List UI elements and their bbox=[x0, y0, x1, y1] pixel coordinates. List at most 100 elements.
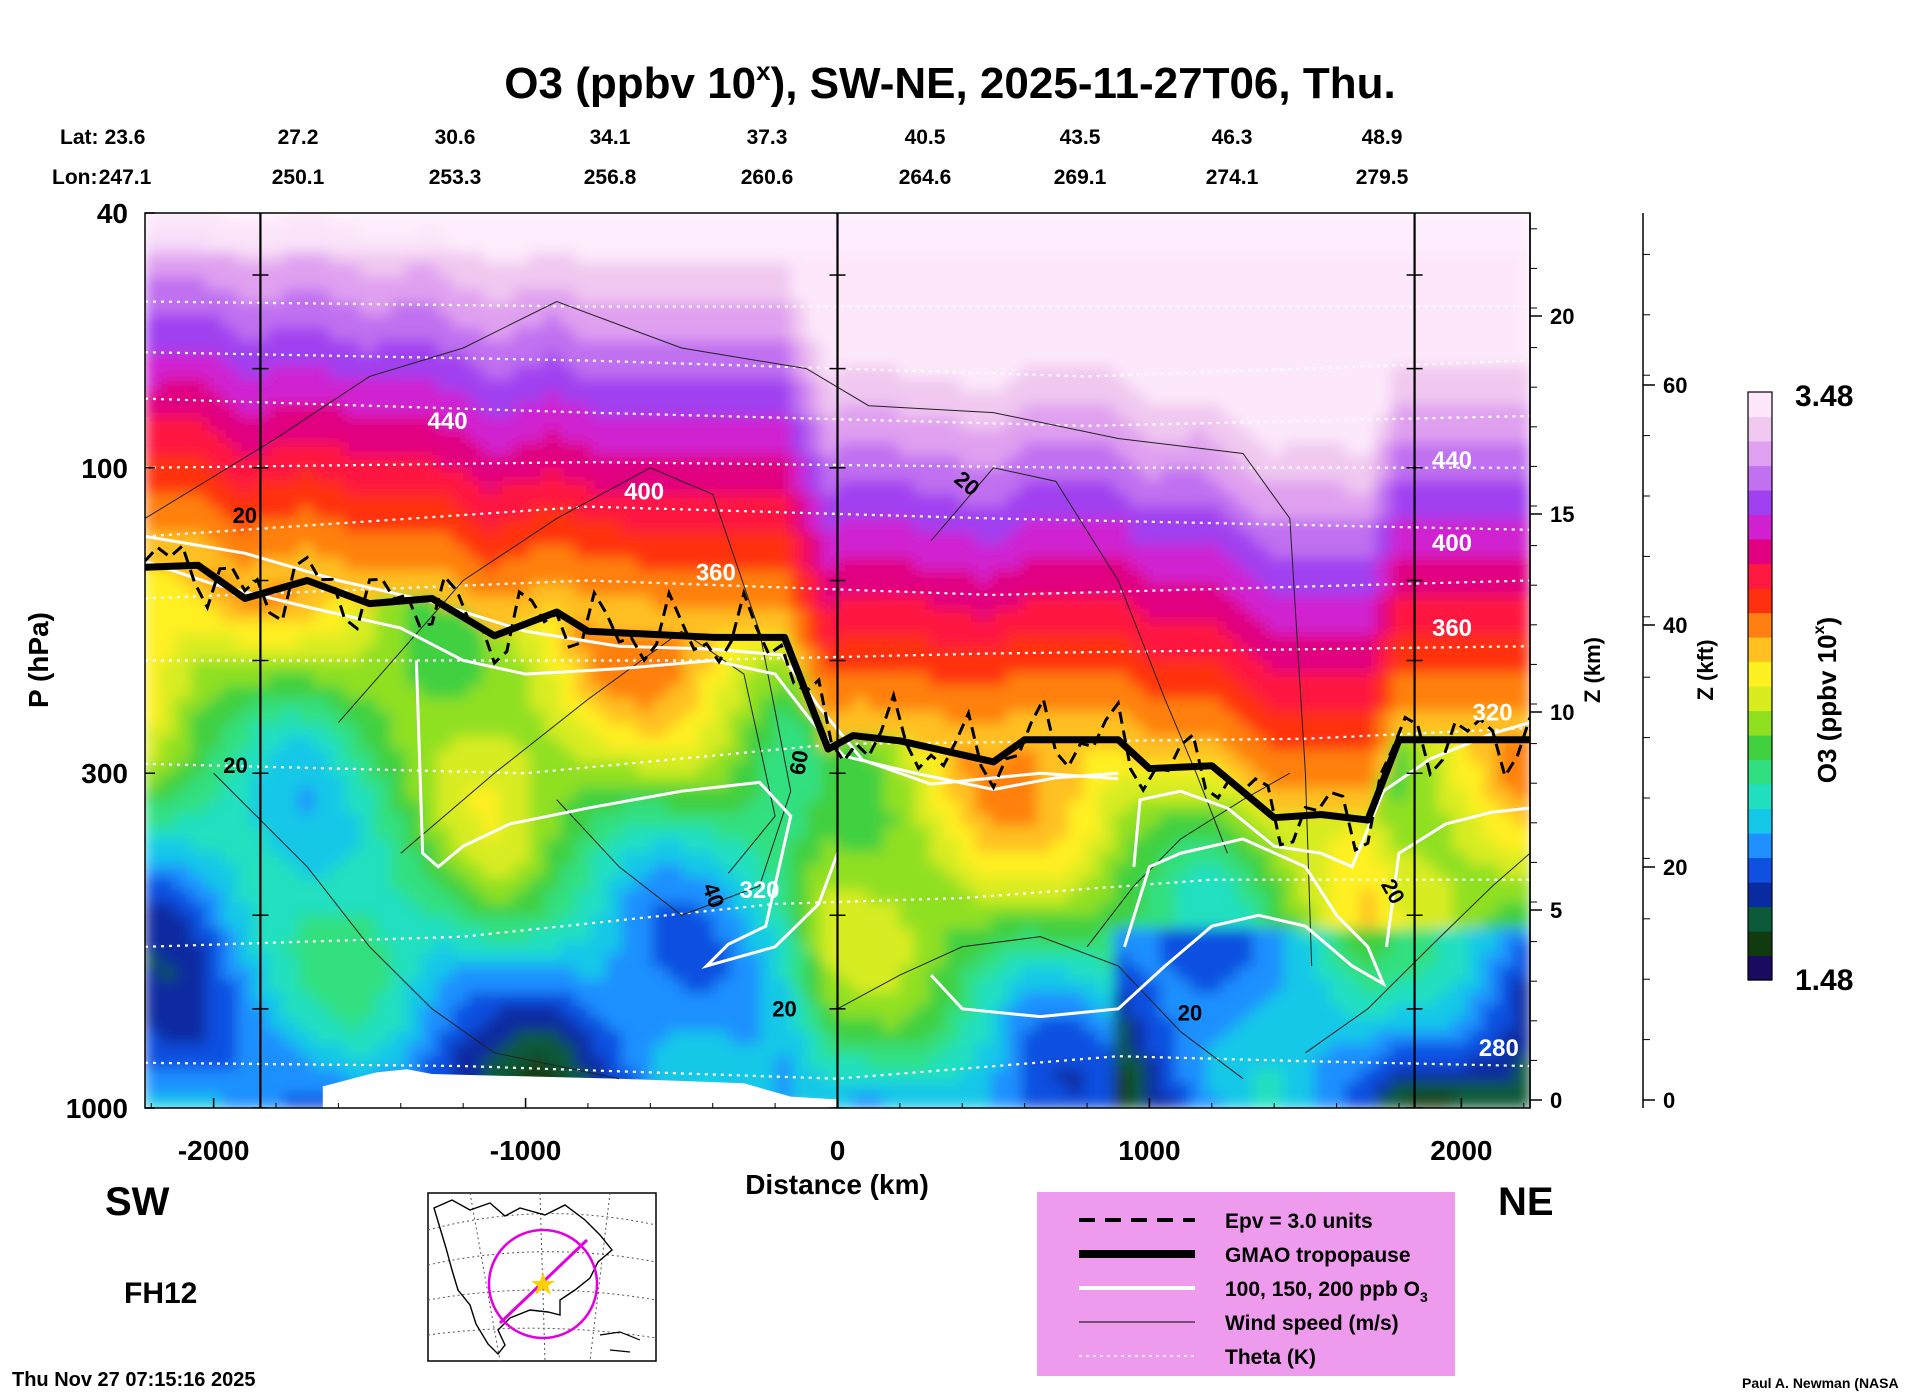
field-cell bbox=[483, 544, 500, 560]
field-cell bbox=[636, 839, 654, 854]
field-cell bbox=[329, 736, 347, 751]
field-cell bbox=[790, 353, 808, 368]
field-cell bbox=[529, 954, 547, 969]
field-cell bbox=[190, 851, 208, 867]
field-cell bbox=[329, 621, 347, 636]
field-cell bbox=[206, 442, 223, 457]
field-cell bbox=[683, 570, 700, 585]
field-cell bbox=[837, 519, 854, 534]
field-cell bbox=[513, 672, 531, 688]
field-cell bbox=[283, 481, 300, 496]
field-cell bbox=[1129, 851, 1147, 867]
field-cell bbox=[990, 672, 1008, 688]
field-cell bbox=[344, 928, 362, 943]
field-cell bbox=[713, 711, 731, 726]
field-cell bbox=[206, 775, 223, 790]
field-cell bbox=[929, 979, 947, 994]
field-cell bbox=[1190, 455, 1208, 470]
field-cell bbox=[729, 250, 747, 266]
field-cell bbox=[990, 404, 1008, 419]
field-cell bbox=[867, 966, 885, 982]
field-cell bbox=[883, 979, 901, 994]
field-cell bbox=[729, 979, 747, 994]
field-cell bbox=[560, 839, 577, 854]
field-cell bbox=[421, 647, 439, 662]
field-cell bbox=[1114, 442, 1131, 457]
field-cell bbox=[1098, 263, 1116, 278]
field-cell bbox=[744, 762, 762, 777]
field-cell bbox=[990, 723, 1008, 739]
field-cell bbox=[236, 915, 254, 930]
field-cell bbox=[1083, 583, 1101, 598]
field-cell bbox=[190, 327, 208, 342]
field-cell bbox=[621, 544, 639, 560]
field-cell bbox=[298, 1030, 316, 1046]
field-cell bbox=[1083, 378, 1101, 393]
field-cell bbox=[390, 340, 408, 355]
field-cell bbox=[483, 532, 500, 547]
field-cell bbox=[636, 775, 654, 790]
field-cell bbox=[944, 902, 962, 918]
field-cell bbox=[221, 404, 239, 419]
field-cell bbox=[929, 787, 947, 803]
field-cell bbox=[1160, 340, 1178, 355]
field-cell bbox=[406, 928, 423, 943]
field-cell bbox=[560, 992, 577, 1007]
field-cell bbox=[283, 736, 300, 751]
field-cell bbox=[406, 1056, 423, 1071]
field-cell bbox=[283, 966, 300, 982]
field-cell bbox=[359, 289, 377, 304]
field-cell bbox=[298, 263, 316, 278]
field-cell bbox=[236, 263, 254, 278]
field-cell bbox=[837, 596, 854, 611]
field-cell bbox=[359, 442, 377, 457]
field-cell bbox=[1083, 263, 1101, 278]
field-cell bbox=[1037, 647, 1054, 662]
field-cell bbox=[960, 698, 977, 713]
field-cell bbox=[1098, 1081, 1116, 1097]
field-cell bbox=[436, 544, 454, 560]
field-cell bbox=[206, 263, 223, 278]
field-cell bbox=[145, 583, 162, 598]
field-cell bbox=[175, 250, 193, 266]
field-cell bbox=[390, 685, 408, 700]
field-cell bbox=[683, 672, 700, 688]
field-cell bbox=[775, 314, 793, 330]
field-cell bbox=[1206, 391, 1224, 406]
field-cell bbox=[852, 787, 870, 803]
field-cell bbox=[698, 468, 716, 483]
field-cell bbox=[560, 544, 577, 560]
field-cell bbox=[590, 289, 608, 304]
field-cell bbox=[837, 608, 854, 624]
field-cell bbox=[852, 685, 870, 700]
field-cell bbox=[667, 736, 685, 751]
field-cell bbox=[621, 826, 639, 841]
field-cell bbox=[375, 915, 393, 930]
field-cell bbox=[636, 557, 654, 572]
field-cell bbox=[698, 813, 716, 828]
field-cell bbox=[975, 1094, 993, 1108]
field-cell bbox=[267, 941, 285, 956]
field-cell bbox=[975, 723, 993, 739]
field-cell bbox=[621, 723, 639, 739]
field-cell bbox=[267, 723, 285, 739]
field-cell bbox=[1067, 877, 1085, 892]
field-cell bbox=[667, 391, 685, 406]
field-cell bbox=[1052, 442, 1070, 457]
field-cell bbox=[421, 902, 439, 918]
field-cell bbox=[544, 685, 562, 700]
field-cell bbox=[406, 468, 423, 483]
field-cell bbox=[498, 890, 516, 905]
field-cell bbox=[1144, 954, 1162, 969]
field-cell bbox=[329, 1030, 347, 1046]
field-cell bbox=[990, 1018, 1008, 1033]
lat-value: 48.9 bbox=[1362, 126, 1403, 149]
field-cell bbox=[236, 698, 254, 713]
field-cell bbox=[1114, 966, 1131, 982]
field-cell bbox=[313, 532, 331, 547]
field-cell bbox=[683, 723, 700, 739]
field-cell bbox=[1160, 468, 1178, 483]
field-cell bbox=[529, 877, 547, 892]
field-cell bbox=[867, 353, 885, 368]
field-cell bbox=[498, 979, 516, 994]
